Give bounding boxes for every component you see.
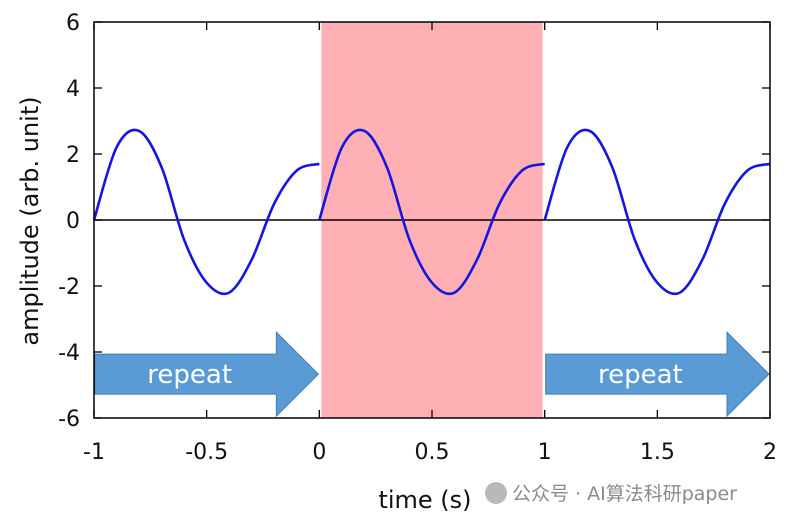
arrow-shape (545, 330, 770, 418)
repeat-arrow: repeat (545, 330, 770, 418)
y-tick-label: 6 (66, 11, 80, 36)
y-axis: 6 4 2 0 -2 -4 -6 (58, 11, 770, 432)
x-tick-label: -0.5 (185, 440, 228, 465)
x-tick-label: 0 (312, 440, 326, 465)
arrow-label: repeat (598, 360, 683, 390)
y-tick-label: 2 (66, 143, 80, 168)
series-group (92, 128, 771, 296)
x-tick-label: 1.5 (640, 440, 675, 465)
y-axis-label: amplitude (arb. unit) (16, 96, 44, 345)
y-tick-label: -2 (58, 275, 80, 300)
watermark-text: 公众号 · AI算法科研paper (512, 483, 737, 505)
repeat-arrow: repeat (94, 330, 320, 418)
x-tick-label: 1 (538, 440, 552, 465)
x-tick-label: -1 (83, 440, 105, 465)
arrow-label: repeat (147, 360, 232, 390)
y-tick-label: 4 (66, 77, 80, 102)
watermark: 公众号 · AI算法科研paper (485, 482, 737, 505)
series-line (543, 128, 771, 296)
x-tick-label: 2 (763, 440, 777, 465)
wechat-icon (485, 482, 507, 504)
series-line (318, 128, 546, 296)
y-tick-label: -4 (58, 341, 80, 366)
y-tick-label: 0 (66, 209, 80, 234)
y-tick-label: -6 (58, 407, 80, 432)
x-axis: -1 -0.5 0 0.5 1 1.5 2 (83, 22, 777, 465)
annotation-arrows: repeat repeat (94, 330, 770, 418)
arrow-shape (94, 330, 320, 418)
x-axis-label: time (s) (378, 486, 471, 514)
x-tick-label: 0.5 (415, 440, 450, 465)
series-line (92, 128, 320, 296)
